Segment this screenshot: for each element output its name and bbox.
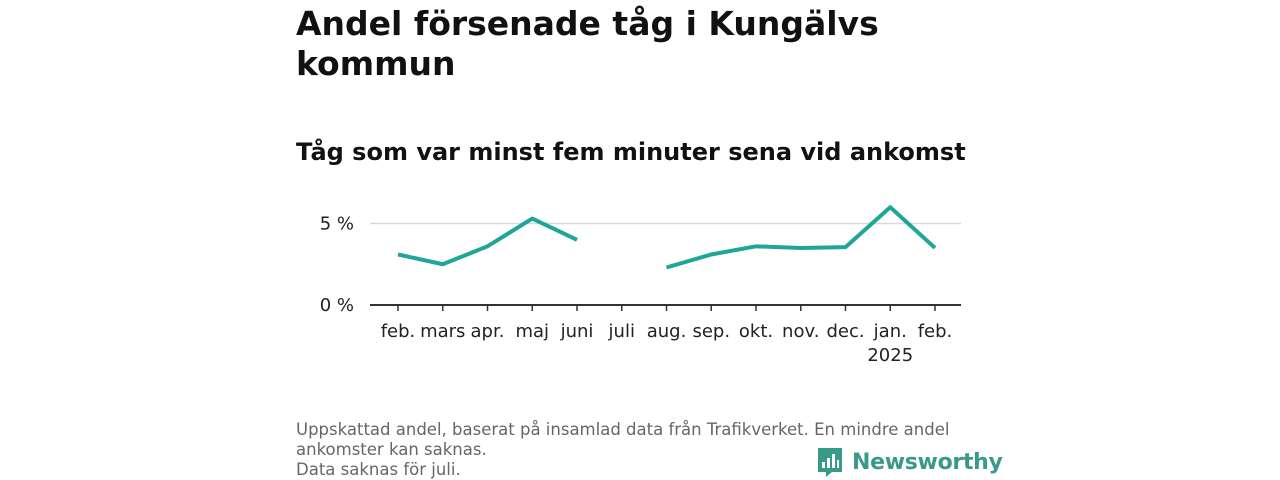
x-tick-label: feb.	[381, 321, 416, 342]
x-tick-sublabel: 2025	[867, 345, 913, 366]
bar-chart-logo-icon	[818, 448, 842, 477]
footnote-line-1: Uppskattad andel, baserat på insamlad da…	[296, 420, 950, 459]
chart-title: Andel försenade tåg i Kungälvs kommun	[296, 4, 879, 83]
chart-subtitle: Tåg som var minst fem minuter sena vid a…	[296, 138, 966, 166]
x-tick-label: nov.	[782, 321, 819, 342]
x-tick-label: mars	[420, 321, 465, 342]
x-tick-label: maj	[515, 321, 549, 342]
x-tick-label: feb.	[918, 321, 953, 342]
brand-logo: Newsworthy	[816, 444, 1003, 480]
line-chart: 0 %5 %feb. mars apr. maj juni juli aug. sep. okt…	[320, 205, 961, 366]
y-tick-label: 5 %	[320, 214, 354, 235]
y-tick-label: 0 %	[320, 295, 354, 316]
series-line	[397, 216, 578, 267]
footnote-line-2: Data saknas för juli.	[296, 460, 461, 479]
brand-name: Newsworthy	[852, 449, 1003, 475]
x-tick-label: apr.	[471, 321, 505, 342]
x-tick-label: juni	[560, 321, 594, 342]
x-tick-label: juli	[608, 321, 635, 342]
x-tick-label: aug.	[647, 321, 687, 342]
footnote: Uppskattad andel, baserat på insamlad da…	[296, 420, 986, 480]
series-line	[665, 205, 937, 270]
x-tick-label: dec.	[826, 321, 864, 342]
x-tick-label: okt.	[739, 321, 773, 342]
x-tick-label: jan.	[873, 321, 907, 342]
chart-figure: Andel försenade tåg i Kungälvs kommun Tå…	[296, 0, 1003, 480]
x-tick-label: sep.	[692, 321, 730, 342]
